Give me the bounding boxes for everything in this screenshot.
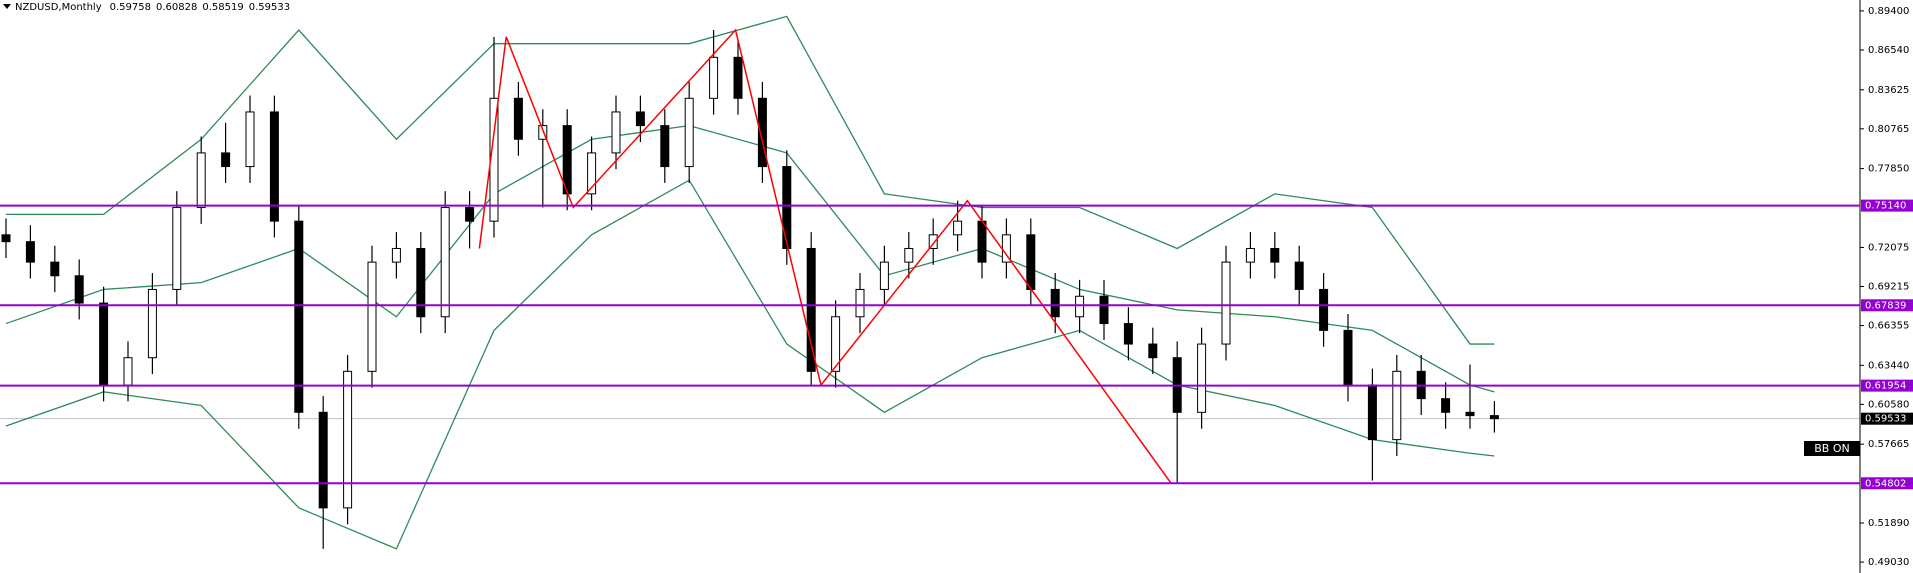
candle-body <box>587 152 597 195</box>
candle-body <box>806 247 816 372</box>
candle-body <box>147 288 157 359</box>
y-tick-label: 0.63440 <box>1868 360 1909 371</box>
indicator-badge: BB ON <box>1814 442 1849 455</box>
candle-body <box>1270 247 1280 263</box>
y-tick-label: 0.89400 <box>1868 6 1909 17</box>
candle-body <box>1392 370 1402 441</box>
level-label: 0.54802 <box>1865 478 1906 489</box>
candle-body <box>172 207 182 290</box>
y-tick-label: 0.66355 <box>1868 321 1909 332</box>
candle-body <box>684 97 694 168</box>
current-price-label: 0.59533 <box>1865 414 1906 425</box>
close: 0.59533 <box>249 2 290 13</box>
candle-body <box>245 111 255 168</box>
candle-body <box>1123 323 1133 345</box>
level-label-bg <box>1861 477 1913 490</box>
candle-body <box>196 152 206 209</box>
y-tick-label: 0.69215 <box>1868 282 1909 293</box>
candle-body <box>367 261 377 372</box>
y-tick-label: 0.49030 <box>1868 557 1909 568</box>
y-tick-label: 0.77850 <box>1868 164 1909 175</box>
level-label: 0.61954 <box>1865 381 1906 392</box>
candle-body <box>465 207 475 222</box>
candle-body <box>391 247 401 263</box>
candle-body <box>879 261 889 290</box>
candle-body <box>1050 288 1060 318</box>
candle-body <box>1197 343 1207 413</box>
candle-body <box>74 275 84 304</box>
open: 0.59758 <box>110 2 151 13</box>
level-label-bg <box>1861 199 1913 212</box>
candle-body <box>440 207 450 318</box>
candle-body <box>953 220 963 236</box>
candle-body <box>904 247 914 263</box>
bollinger-band <box>6 15 1495 345</box>
candle-body <box>99 302 109 386</box>
candle-body <box>611 111 621 154</box>
candle-body <box>269 111 279 222</box>
low: 0.58519 <box>202 2 243 13</box>
candle-body <box>1 234 11 243</box>
candle-body <box>25 241 35 263</box>
y-tick-label: 0.72075 <box>1868 242 1909 253</box>
candle-body <box>1221 261 1231 345</box>
candle-body <box>50 261 60 277</box>
candle-body <box>1148 343 1158 359</box>
candle-body <box>538 125 548 140</box>
zigzag <box>478 28 1172 484</box>
y-tick-label: 0.57665 <box>1868 439 1909 450</box>
candle-body <box>1319 288 1329 331</box>
y-tick-label: 0.83625 <box>1868 85 1909 96</box>
candle-body <box>123 357 133 386</box>
level-label: 0.75140 <box>1865 201 1906 212</box>
chart-header: NZDUSD,Monthly 0.59758 0.60828 0.58519 0.595… <box>15 2 290 13</box>
badge-bg <box>1804 441 1860 456</box>
menu-arrow <box>3 4 11 9</box>
candle-body <box>660 125 670 168</box>
bollinger-band <box>5 179 1495 550</box>
candle-body <box>928 234 938 249</box>
candle-body <box>1245 247 1255 263</box>
candle-body <box>1075 295 1085 318</box>
candle-body <box>782 166 792 249</box>
candle-body <box>855 288 865 318</box>
level-label-bg <box>1861 379 1913 392</box>
candle-body <box>1294 261 1304 290</box>
candle-body <box>1489 415 1499 420</box>
y-tick-label: 0.51890 <box>1868 518 1909 529</box>
candle-body <box>1465 411 1475 417</box>
candle-body <box>831 316 841 372</box>
candle-body <box>1099 295 1109 325</box>
candle-body <box>221 152 231 168</box>
candle-body <box>1441 398 1451 413</box>
candle-body <box>709 56 719 99</box>
candle-body <box>416 247 426 318</box>
high: 0.60828 <box>156 2 197 13</box>
symbol: NZDUSD,Monthly <box>15 2 102 13</box>
y-tick-label: 0.60580 <box>1868 399 1909 410</box>
candle-body <box>757 97 767 168</box>
candle-body <box>1343 329 1353 386</box>
candle-body <box>977 220 987 263</box>
candle-body <box>294 220 304 413</box>
y-tick-label: 0.86540 <box>1868 45 1909 56</box>
candle-body <box>318 411 328 509</box>
plot-area <box>0 15 1860 550</box>
candle-body <box>1026 234 1036 290</box>
candle-body <box>635 111 645 127</box>
candle-body <box>343 370 353 509</box>
current-price-label-bg <box>1861 412 1913 425</box>
candle-body <box>1367 384 1377 441</box>
level-label: 0.67839 <box>1865 300 1906 311</box>
candle-body <box>513 97 523 140</box>
level-label-bg <box>1861 299 1913 312</box>
candle-body <box>733 56 743 99</box>
y-tick-label: 0.80765 <box>1868 124 1909 135</box>
